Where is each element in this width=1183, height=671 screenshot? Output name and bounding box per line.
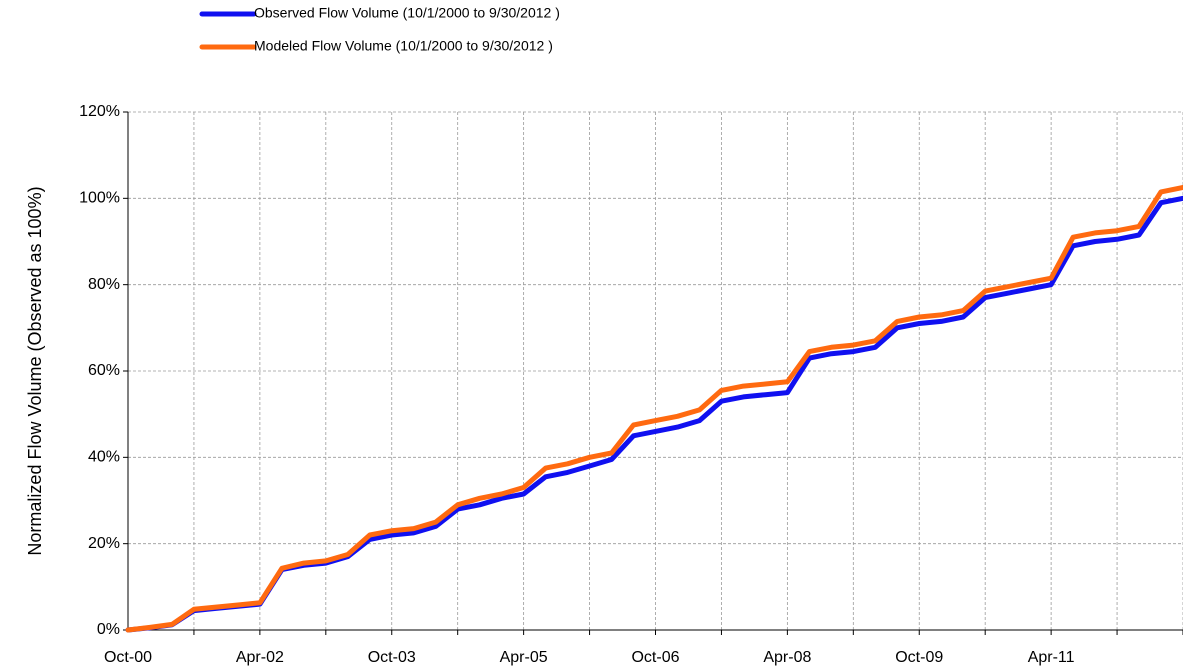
x-tick-label: Apr-02 [236, 649, 284, 666]
y-tick-label: 0% [97, 621, 120, 638]
y-tick-label: 60% [88, 362, 120, 379]
x-tick-label: Oct-09 [895, 649, 943, 666]
x-tick-label: Oct-03 [368, 649, 416, 666]
x-tick-label: Oct-06 [631, 649, 679, 666]
y-tick-label: 80% [88, 276, 120, 293]
x-tick-label: Apr-08 [763, 649, 811, 666]
legend-label: Modeled Flow Volume (10/1/2000 to 9/30/2… [254, 38, 553, 54]
legend-label: Observed Flow Volume (10/1/2000 to 9/30/… [254, 5, 560, 21]
series-line [125, 185, 1183, 633]
x-tick-label: Oct-00 [104, 649, 152, 666]
x-tick-label: Apr-05 [500, 649, 548, 666]
y-axis-label: Normalized Flow Volume (Observed as 100%… [25, 186, 45, 555]
y-tick-label: 40% [88, 449, 120, 466]
y-tick-label: 100% [79, 190, 120, 207]
y-tick-label: 20% [88, 535, 120, 552]
y-tick-label: 120% [79, 103, 120, 120]
x-tick-label: Apr-11 [1028, 649, 1075, 666]
